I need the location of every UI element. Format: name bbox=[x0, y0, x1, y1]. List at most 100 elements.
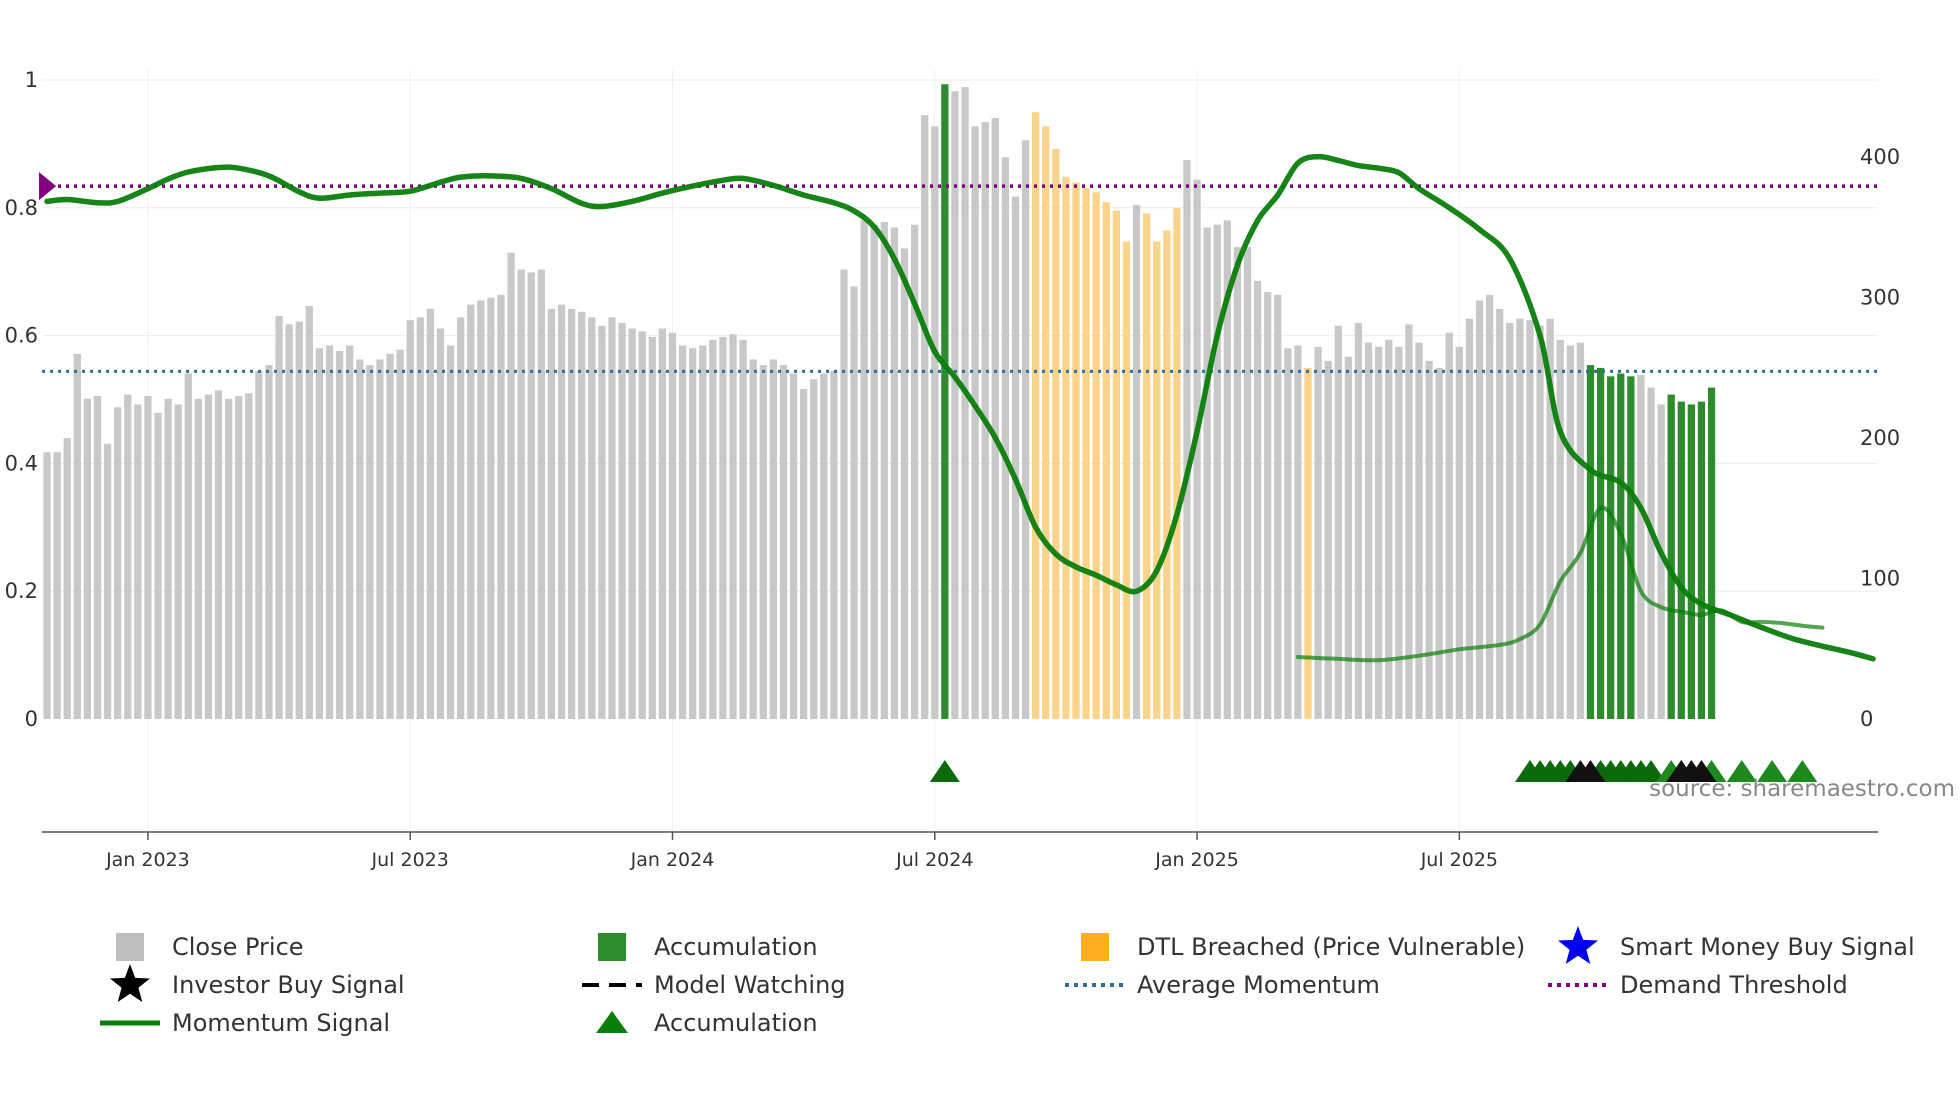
close-price-bar bbox=[1203, 227, 1211, 719]
close-price-bar bbox=[769, 359, 778, 719]
close-price-bar bbox=[457, 317, 465, 719]
close-price-bar bbox=[305, 306, 313, 719]
close-price-bar bbox=[658, 328, 667, 719]
close-price-bar bbox=[870, 224, 878, 719]
close-price-bar bbox=[1011, 196, 1020, 720]
close-price-bar bbox=[547, 308, 556, 719]
close-price-bar bbox=[1213, 224, 1221, 719]
x-tick-label: Jan 2024 bbox=[630, 849, 715, 871]
legend-label: Smart Money Buy Signal bbox=[1620, 933, 1915, 961]
close-price-bar bbox=[1334, 325, 1342, 719]
close-price-bar bbox=[1294, 345, 1302, 719]
close-price-bar bbox=[1395, 346, 1403, 719]
close-price-bar bbox=[578, 311, 586, 719]
accumulation-bar bbox=[1707, 387, 1716, 719]
legend-investor-star-icon bbox=[110, 964, 150, 1002]
close-price-bar bbox=[83, 398, 92, 719]
accumulation-bar bbox=[1677, 401, 1685, 719]
accumulation-triangle bbox=[1636, 760, 1667, 782]
close-price-bar bbox=[446, 345, 455, 719]
close-price-bar bbox=[1001, 157, 1010, 719]
close-price-bar bbox=[1183, 160, 1191, 720]
x-tick-label: Jul 2024 bbox=[895, 849, 973, 871]
close-price-bar bbox=[1526, 320, 1534, 719]
dtl-breached-bar bbox=[1163, 230, 1171, 719]
x-tick-label: Jul 2025 bbox=[1420, 849, 1498, 871]
close-price-bar bbox=[335, 351, 344, 719]
accumulation-triangle bbox=[929, 760, 960, 782]
momentum-signal-line bbox=[44, 153, 1876, 662]
dtl-breached-bar bbox=[1112, 210, 1120, 719]
close-price-bar bbox=[144, 395, 152, 719]
close-price-bar bbox=[426, 308, 435, 719]
close-price-bar bbox=[224, 398, 233, 719]
close-price-bar bbox=[638, 331, 646, 719]
close-price-bar bbox=[749, 359, 757, 719]
dtl-breached-bar bbox=[1032, 112, 1040, 720]
left-y-tick-label: 0 bbox=[25, 707, 38, 731]
close-price-bar bbox=[1233, 247, 1242, 719]
accumulation-bar bbox=[1617, 373, 1625, 719]
close-price-bar bbox=[436, 328, 445, 719]
close-price-bar bbox=[890, 227, 899, 719]
left-y-tick-label: 0.6 bbox=[5, 324, 38, 348]
dtl-breached-bar bbox=[1142, 213, 1151, 719]
close-price-bar bbox=[779, 365, 788, 719]
close-price-bar bbox=[1415, 342, 1423, 719]
legend-accumulation-swatch bbox=[598, 933, 626, 961]
close-price-bar bbox=[63, 438, 71, 719]
close-price-bar bbox=[1647, 387, 1655, 719]
accumulation-bar bbox=[1627, 376, 1635, 719]
close-price-bar bbox=[951, 91, 959, 719]
right-y-tick-label: 100 bbox=[1860, 567, 1900, 591]
close-price-bar bbox=[1496, 308, 1504, 719]
demand-marker bbox=[39, 172, 57, 201]
legend-label: Momentum Signal bbox=[172, 1009, 390, 1037]
close-price-bar bbox=[1132, 204, 1141, 719]
close-price-bar bbox=[416, 317, 424, 719]
close-price-bar bbox=[800, 388, 808, 719]
close-price-bar bbox=[1284, 348, 1292, 719]
close-price-bar bbox=[1405, 324, 1413, 719]
right-y-tick-label: 300 bbox=[1860, 286, 1900, 310]
close-price-bar bbox=[356, 359, 364, 719]
close-price-bar bbox=[396, 349, 404, 719]
dtl-breached-bar bbox=[1153, 241, 1161, 719]
close-price-bar bbox=[255, 370, 263, 719]
source-label: source: sharemaestro.com bbox=[1649, 776, 1955, 802]
accumulation-triangle bbox=[1787, 760, 1818, 782]
close-price-bar bbox=[53, 452, 61, 719]
close-price-bar bbox=[1455, 346, 1463, 719]
close-price-bar bbox=[860, 220, 868, 719]
close-price-bar bbox=[880, 221, 888, 719]
close-price-bar bbox=[810, 379, 818, 719]
close-price-bar bbox=[900, 248, 909, 719]
accumulation-bar bbox=[1596, 367, 1605, 719]
close-price-bar bbox=[921, 115, 929, 720]
close-price-bar bbox=[850, 286, 858, 719]
close-price-bar bbox=[1385, 339, 1393, 719]
close-price-bar bbox=[245, 393, 253, 719]
close-price-bar bbox=[1465, 318, 1474, 719]
close-price-bar bbox=[386, 353, 394, 719]
legend-label: Demand Threshold bbox=[1620, 971, 1848, 999]
close-price-bar bbox=[73, 353, 81, 719]
close-price-bar bbox=[668, 332, 677, 719]
legend-label: DTL Breached (Price Vulnerable) bbox=[1137, 933, 1525, 961]
close-price-bar bbox=[961, 87, 969, 720]
close-price-bar bbox=[830, 370, 838, 719]
close-price-bar bbox=[467, 304, 475, 719]
accumulation-bar bbox=[1607, 376, 1615, 719]
dtl-breached-bar bbox=[1042, 126, 1050, 720]
axes: Jan 2023 Jul 2023 Jan 2024 Jul 2024 Jan 2025… bbox=[5, 68, 1901, 871]
close-price-bar bbox=[678, 345, 687, 719]
accumulation-bar bbox=[1687, 404, 1696, 719]
close-price-bar bbox=[1546, 318, 1554, 719]
close-price-bar bbox=[1485, 294, 1494, 719]
close-price-bar bbox=[527, 272, 535, 719]
right-y-tick-label: 400 bbox=[1860, 145, 1900, 169]
momentum-signal-recent-line bbox=[1295, 505, 1825, 663]
close-price-bar bbox=[164, 398, 172, 719]
close-price-bar bbox=[1324, 360, 1332, 719]
